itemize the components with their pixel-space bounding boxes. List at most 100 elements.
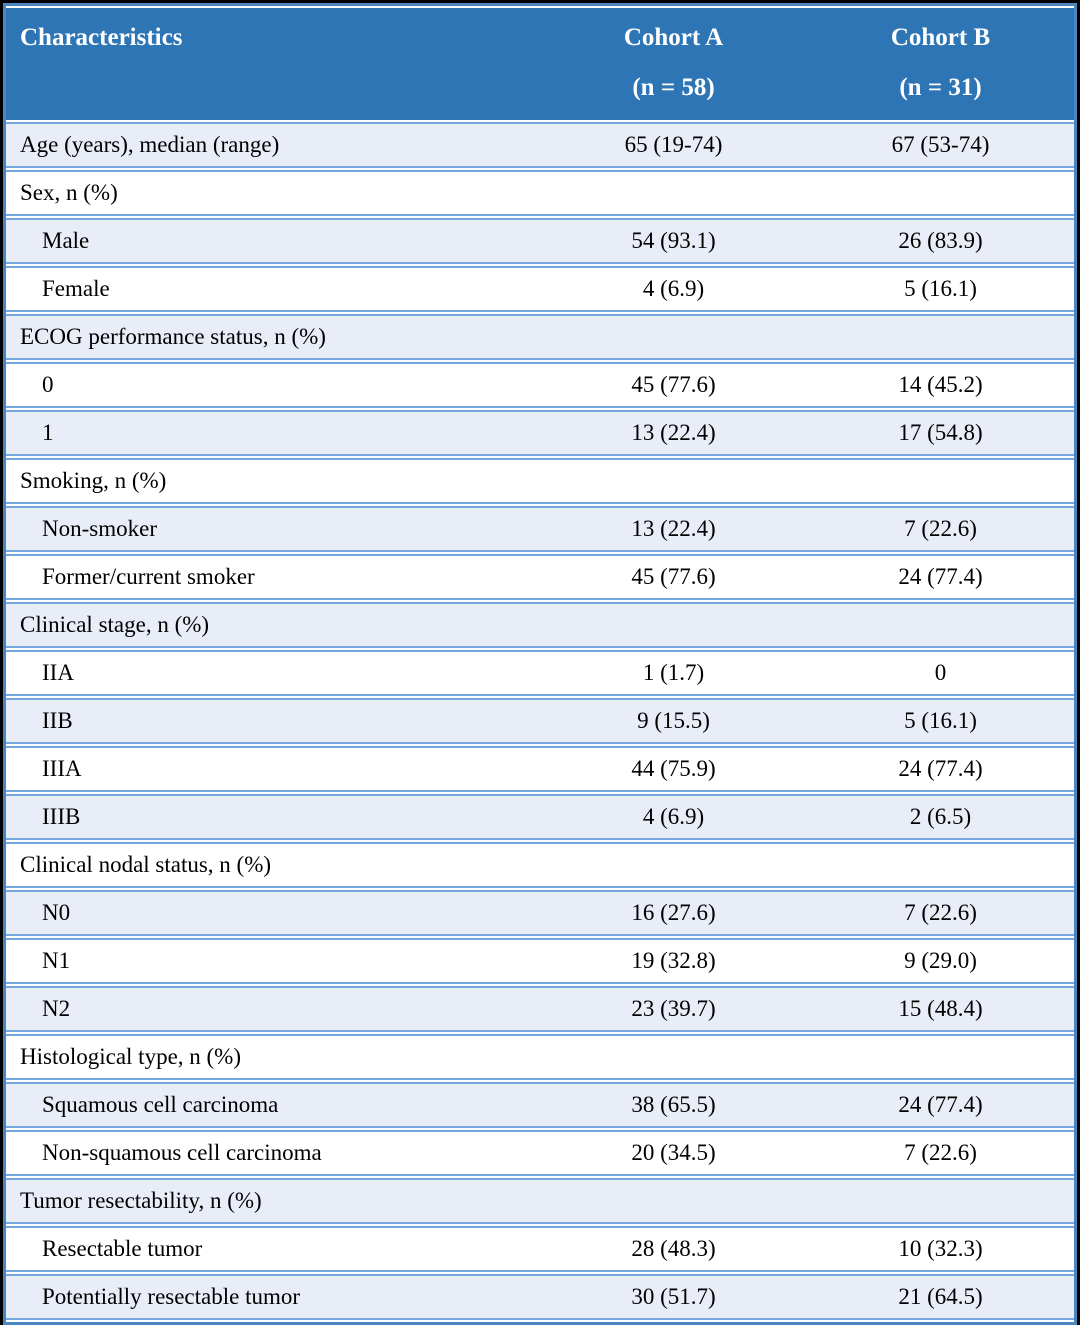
cohort-b-value — [807, 458, 1074, 504]
table-row: Smoking, n (%) — [6, 458, 1074, 504]
table-row: ECOG performance status, n (%) — [6, 314, 1074, 360]
row-label: 1 — [6, 410, 540, 456]
table-row: IIA 1 (1.7) 0 — [6, 650, 1074, 696]
row-label: N1 — [6, 938, 540, 984]
row-label: Clinical stage, n (%) — [6, 602, 540, 648]
row-label: N2 — [6, 986, 540, 1032]
cohort-b-value: 7 (22.6) — [807, 506, 1074, 552]
cohort-b-value: 24 (77.4) — [807, 746, 1074, 792]
row-label: Age (years), median (range) — [6, 122, 540, 168]
row-label: IIB — [6, 698, 540, 744]
table-row: 0 45 (77.6) 14 (45.2) — [6, 362, 1074, 408]
cohort-b-value: 0 — [807, 650, 1074, 696]
cohort-a-value: 45 (77.6) — [540, 554, 807, 600]
row-label: Female — [6, 266, 540, 312]
row-label: Former/current smoker — [6, 554, 540, 600]
table-row: Tumor resectability, n (%) — [6, 1178, 1074, 1224]
cohort-a-value — [540, 842, 807, 888]
cohort-b-value — [807, 170, 1074, 216]
cohort-b-value: 2 (6.5) — [807, 794, 1074, 840]
table-row: IIIA 44 (75.9) 24 (77.4) — [6, 746, 1074, 792]
cohort-b-value: 5 (16.1) — [807, 698, 1074, 744]
cohort-a-value: 54 (93.1) — [540, 218, 807, 264]
table-row: Former/current smoker 45 (77.6) 24 (77.4… — [6, 554, 1074, 600]
row-label: Resectable tumor — [6, 1226, 540, 1272]
table-row: Resectable tumor 28 (48.3) 10 (32.3) — [6, 1226, 1074, 1272]
cohort-a-value: 38 (65.5) — [540, 1082, 807, 1128]
row-label: Non-squamous cell carcinoma — [6, 1130, 540, 1176]
table-row: Squamous cell carcinoma 38 (65.5) 24 (77… — [6, 1082, 1074, 1128]
row-label: 0 — [6, 362, 540, 408]
cohort-a-label: Cohort A — [623, 24, 724, 51]
header-characteristics: Characteristics — [6, 8, 540, 120]
cohort-b-value: 10 (32.3) — [807, 1226, 1074, 1272]
cohort-a-value — [540, 1034, 807, 1080]
cohort-a-value: 45 (77.6) — [540, 362, 807, 408]
cohort-a-value: 13 (22.4) — [540, 506, 807, 552]
cohort-a-value — [540, 1178, 807, 1224]
cohort-a-value: 4 (6.9) — [540, 794, 807, 840]
cohort-b-value: 21 (64.5) — [807, 1274, 1074, 1320]
row-label: IIA — [6, 650, 540, 696]
table-row: IIB 9 (15.5) 5 (16.1) — [6, 698, 1074, 744]
row-label: Clinical nodal status, n (%) — [6, 842, 540, 888]
table-row: 1 13 (22.4) 17 (54.8) — [6, 410, 1074, 456]
table-row: Non-squamous cell carcinoma 20 (34.5) 7 … — [6, 1130, 1074, 1176]
cohort-a-value — [540, 170, 807, 216]
cohort-b-value: 15 (48.4) — [807, 986, 1074, 1032]
cohort-b-value — [807, 314, 1074, 360]
cohort-b-value: 7 (22.6) — [807, 1130, 1074, 1176]
row-label: Sex, n (%) — [6, 170, 540, 216]
table-row: Histological type, n (%) — [6, 1034, 1074, 1080]
row-label: Tumor resectability, n (%) — [6, 1178, 540, 1224]
cohort-a-n: (n = 58) — [632, 74, 715, 101]
cohort-b-value: 7 (22.6) — [807, 890, 1074, 936]
cohort-b-label: Cohort B — [890, 24, 991, 51]
cohort-a-value: 20 (34.5) — [540, 1130, 807, 1176]
row-label: Male — [6, 218, 540, 264]
cohort-a-value: 28 (48.3) — [540, 1226, 807, 1272]
cohort-a-value: 4 (6.9) — [540, 266, 807, 312]
cohort-a-value — [540, 314, 807, 360]
cohort-a-value: 65 (19-74) — [540, 122, 807, 168]
table-row: Clinical nodal status, n (%) — [6, 842, 1074, 888]
row-label: Non-smoker — [6, 506, 540, 552]
table-row: N2 23 (39.7) 15 (48.4) — [6, 986, 1074, 1032]
cohort-b-value: 5 (16.1) — [807, 266, 1074, 312]
table-row: IIIB 4 (6.9) 2 (6.5) — [6, 794, 1074, 840]
table-row: Non-smoker 13 (22.4) 7 (22.6) — [6, 506, 1074, 552]
cohort-a-value: 13 (22.4) — [540, 410, 807, 456]
cohort-b-value — [807, 602, 1074, 648]
table-row: Female 4 (6.9) 5 (16.1) — [6, 266, 1074, 312]
cohort-a-value — [540, 602, 807, 648]
table-row: N1 19 (32.8) 9 (29.0) — [6, 938, 1074, 984]
cohort-b-value — [807, 842, 1074, 888]
header-row: Characteristics Cohort A (n = 58) Cohort… — [6, 8, 1074, 120]
row-label: Smoking, n (%) — [6, 458, 540, 504]
row-label: IIIB — [6, 794, 540, 840]
cohort-b-value: 67 (53-74) — [807, 122, 1074, 168]
cohort-b-value: 26 (83.9) — [807, 218, 1074, 264]
cohort-a-value: 1 (1.7) — [540, 650, 807, 696]
row-label: ECOG performance status, n (%) — [6, 314, 540, 360]
cohort-b-value: 24 (77.4) — [807, 554, 1074, 600]
cohort-b-value — [807, 1034, 1074, 1080]
row-label: IIIA — [6, 746, 540, 792]
cohort-b-value: 9 (29.0) — [807, 938, 1074, 984]
table-row: Clinical stage, n (%) — [6, 602, 1074, 648]
cohort-a-value: 16 (27.6) — [540, 890, 807, 936]
row-label: Potentially resectable tumor — [6, 1274, 540, 1320]
cohort-a-value: 30 (51.7) — [540, 1274, 807, 1320]
header-cohort-b: Cohort B (n = 31) — [807, 8, 1074, 120]
cohort-a-value: 23 (39.7) — [540, 986, 807, 1032]
characteristics-table: Characteristics Cohort A (n = 58) Cohort… — [3, 3, 1077, 1325]
cohort-a-value: 9 (15.5) — [540, 698, 807, 744]
cohort-b-n: (n = 31) — [899, 74, 982, 101]
cohort-a-value — [540, 458, 807, 504]
cohort-a-value: 44 (75.9) — [540, 746, 807, 792]
table-row: N0 16 (27.6) 7 (22.6) — [6, 890, 1074, 936]
cohort-b-value: 17 (54.8) — [807, 410, 1074, 456]
cohort-b-value: 24 (77.4) — [807, 1082, 1074, 1128]
header-cohort-a: Cohort A (n = 58) — [540, 8, 807, 120]
